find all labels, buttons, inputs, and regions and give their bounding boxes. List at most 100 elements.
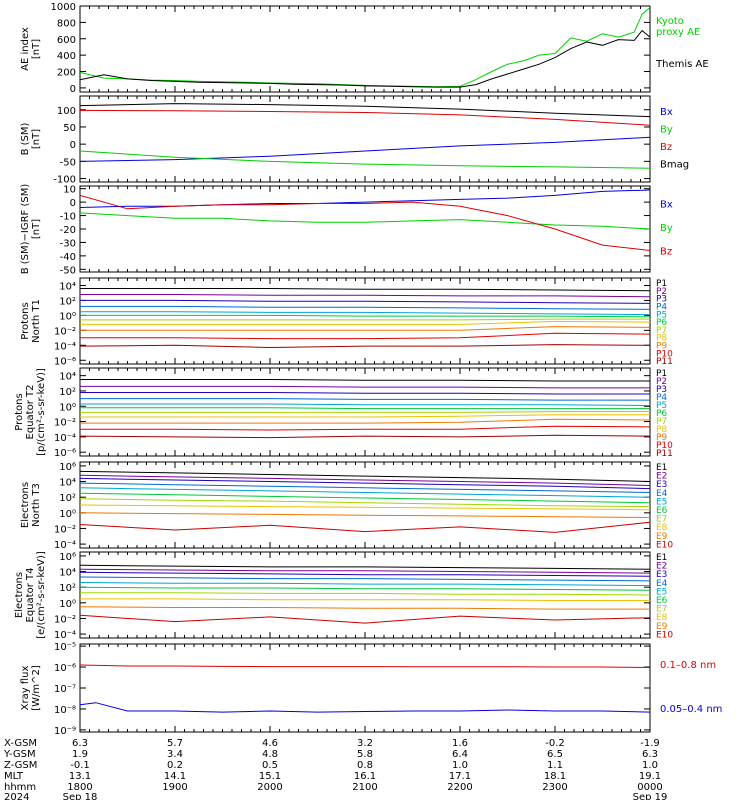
y-tick-label: 10⁴ [59, 568, 76, 579]
legend-label: E9 [656, 532, 668, 542]
legend-label: P9 [656, 342, 667, 352]
axis-row-value: 3.2 [357, 738, 373, 749]
y-tick-label: 10⁻⁶ [54, 448, 76, 459]
series-line-p2 [80, 385, 650, 389]
y-tick-label: -100 [53, 175, 76, 186]
legend-label: P3 [656, 385, 667, 395]
series-line-bz [80, 109, 650, 126]
y-tick-label: 10⁻⁴ [54, 540, 76, 551]
legend-label: E6 [656, 506, 668, 516]
y-axis-label: B (SM) [20, 122, 31, 155]
y-tick-label: 10⁻⁴ [54, 630, 76, 641]
panel-frame [79, 551, 651, 639]
y-tick-label: 10⁶ [59, 552, 76, 563]
axis-year: 2024 [4, 792, 29, 800]
bottom-axis-table: X-GSM 6.3 5.7 4.6 3.2 1.6 -0.2 -1.9 Y-GSM 1.9 3.4 4… [3, 738, 667, 800]
y-axis-label: [e/(cm²-s-sr-keV)] [36, 551, 47, 639]
legend-label: P4 [656, 302, 667, 312]
legend-label: By [660, 124, 673, 135]
axis-row-value: 1800 [67, 782, 92, 793]
legend-label: P4 [656, 393, 667, 403]
series-line-e8 [80, 598, 650, 601]
legend-label: P8 [656, 334, 667, 344]
series-line-e1 [80, 470, 650, 482]
y-tick-label: -20 [60, 225, 76, 236]
series-line-p4 [80, 398, 650, 401]
axis-row-value: 0000 [637, 782, 662, 793]
series-line-p5 [80, 311, 650, 316]
legend-label: E1 [656, 553, 667, 563]
series-line-p7 [80, 318, 650, 321]
legend-label: Bmag [660, 159, 689, 170]
series-line-e3 [80, 571, 650, 577]
axis-row-value: -0.2 [545, 738, 565, 749]
series-line-e10 [80, 614, 650, 624]
y-tick-label: -40 [60, 252, 76, 263]
series-line-themis-ae [80, 29, 650, 88]
legend-label: P6 [656, 409, 667, 419]
y-tick-label: 10⁴ [59, 372, 76, 383]
series-line-e1 [80, 564, 650, 570]
panel-frame [79, 95, 651, 183]
legend-label: P5 [656, 401, 667, 411]
series-line-p8 [80, 414, 650, 418]
series-line-e9 [80, 606, 650, 610]
axis-row-value: 5.8 [357, 749, 373, 760]
series-line-e8 [80, 504, 650, 511]
legend-label: E8 [656, 613, 668, 623]
axis-row-value: 1.0 [642, 760, 658, 771]
axis-row-value: 2000 [257, 782, 282, 793]
series-line-p3 [80, 299, 650, 304]
y-axis-label: [nT] [31, 39, 42, 59]
series-line-p4 [80, 305, 650, 310]
series-line-bx [80, 189, 650, 208]
axis-row-value: 4.8 [262, 749, 278, 760]
y-tick-label: -50 [60, 265, 76, 276]
series-line-p1 [80, 379, 650, 382]
series-line-e4 [80, 576, 650, 582]
y-tick-label: 10² [59, 296, 76, 307]
legend-label: E6 [656, 596, 668, 606]
panel-frame [79, 461, 651, 549]
y-tick-label: 10⁶ [59, 462, 76, 473]
legend-label: Bz [660, 142, 672, 153]
y-axis-label: Protons [14, 393, 25, 430]
series-line-bmag [80, 103, 650, 118]
y-axis-label: [W/m^2] [31, 665, 42, 711]
y-tick-label: 10⁻⁵ [54, 642, 76, 653]
axis-row-value: 4.6 [262, 738, 278, 749]
series-line-bz [80, 194, 650, 251]
series-line-p9 [80, 418, 650, 424]
legend-label: P3 [656, 295, 667, 305]
axis-row-value: 1.6 [452, 738, 468, 749]
y-tick-label: 600 [57, 35, 76, 46]
y-axis-label: Equator T4 [25, 568, 36, 623]
legend-label: E7 [656, 515, 667, 525]
y-tick-label: 10⁻² [54, 614, 76, 625]
legend-label: E4 [656, 489, 668, 499]
y-axis-label: Electrons [14, 572, 25, 618]
y-axis-label: AE index [20, 27, 31, 71]
series-line-0-1-0-8-nm [80, 664, 650, 668]
y-tick-label: 10⁴ [59, 281, 76, 292]
series-line-kyoto-proxy-ae [80, 7, 650, 88]
panel-3: -50 -40 -30 -20 -10 0 10 B (SM)−IGRF (SM) [nT] Bx… [20, 184, 673, 277]
series-line-p10 [80, 425, 650, 431]
legend-label: P10 [656, 441, 673, 451]
axis-row-value: 1.0 [452, 760, 468, 771]
y-tick-label: 400 [57, 51, 76, 62]
axis-row-value: 2100 [352, 782, 377, 793]
legend-label: E3 [656, 570, 667, 580]
series-line-e3 [80, 477, 650, 490]
y-tick-label: 10⁻⁷ [54, 684, 76, 695]
panel-1: 0 200 400 600 800 1000 AE index [nT] Kyotoproxy … [20, 2, 709, 95]
panel-frame [79, 5, 651, 93]
legend-label: E10 [656, 630, 673, 640]
axis-row-value: 6.3 [642, 749, 658, 760]
axis-row-value: 17.1 [449, 771, 471, 782]
series-line-p7 [80, 411, 650, 413]
series-line-p11 [80, 344, 650, 349]
y-tick-label: 10⁻⁶ [54, 663, 76, 674]
axis-row-value: -1.9 [640, 738, 660, 749]
legend-label: 0.05–0.4 nm [660, 704, 722, 715]
